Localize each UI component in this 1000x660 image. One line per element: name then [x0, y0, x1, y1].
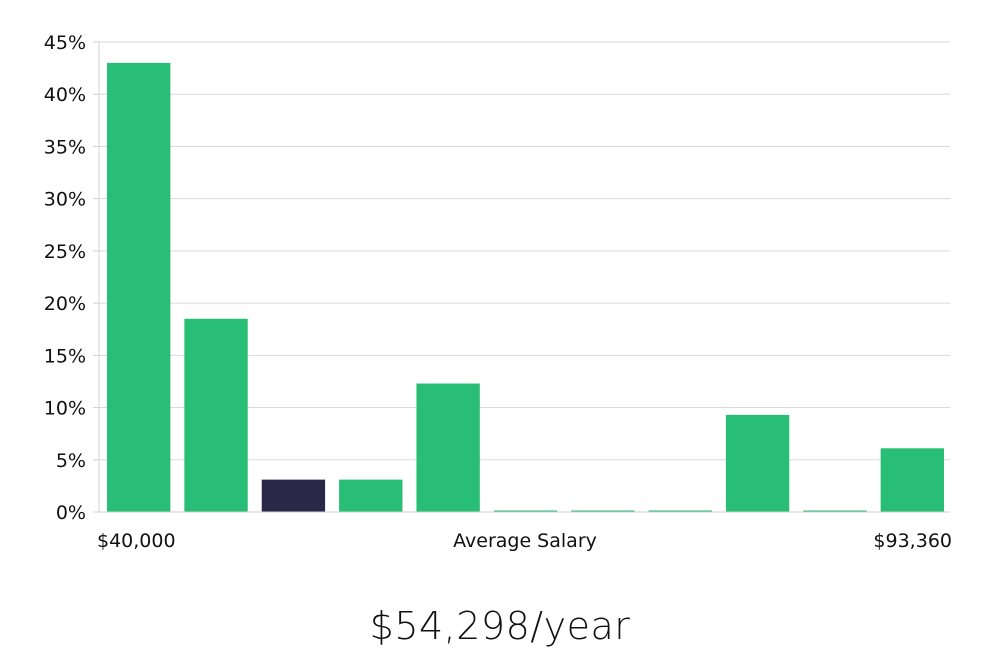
- bar: [339, 479, 403, 512]
- y-tick-label: 45%: [44, 32, 86, 54]
- bar: [880, 448, 944, 512]
- x-min-label: $40,000: [97, 530, 176, 552]
- salary-histogram: 0% 5% 10% 15% 20% 25% 30% 35% 40% 45% $40,000 Ave…: [44, 32, 952, 552]
- bar: [803, 510, 867, 512]
- bar: [493, 510, 558, 512]
- y-tick-label: 40%: [44, 84, 86, 106]
- y-tick-label: 20%: [44, 293, 86, 315]
- y-tick-label: 35%: [44, 136, 86, 158]
- y-tick-label: 15%: [44, 345, 86, 367]
- x-axis-title: Average Salary: [453, 530, 597, 552]
- bar: [571, 510, 635, 512]
- x-max-label: $93,360: [873, 530, 952, 552]
- y-tick-label: 25%: [44, 241, 86, 263]
- average-salary-value: $54,298/year: [369, 604, 631, 648]
- y-tick-label: 10%: [44, 398, 86, 420]
- y-tick-label: 0%: [56, 502, 86, 524]
- bar: [184, 318, 248, 512]
- y-tick-label: 5%: [56, 450, 86, 472]
- bar: [107, 62, 171, 513]
- y-tick-label: 30%: [44, 189, 86, 211]
- bar: [416, 383, 480, 512]
- bar: [725, 414, 790, 512]
- bar: [648, 510, 712, 512]
- y-axis-ticks: 0% 5% 10% 15% 20% 25% 30% 35% 40% 45%: [44, 32, 99, 524]
- bar-highlighted: [261, 479, 326, 512]
- bars: [107, 62, 944, 513]
